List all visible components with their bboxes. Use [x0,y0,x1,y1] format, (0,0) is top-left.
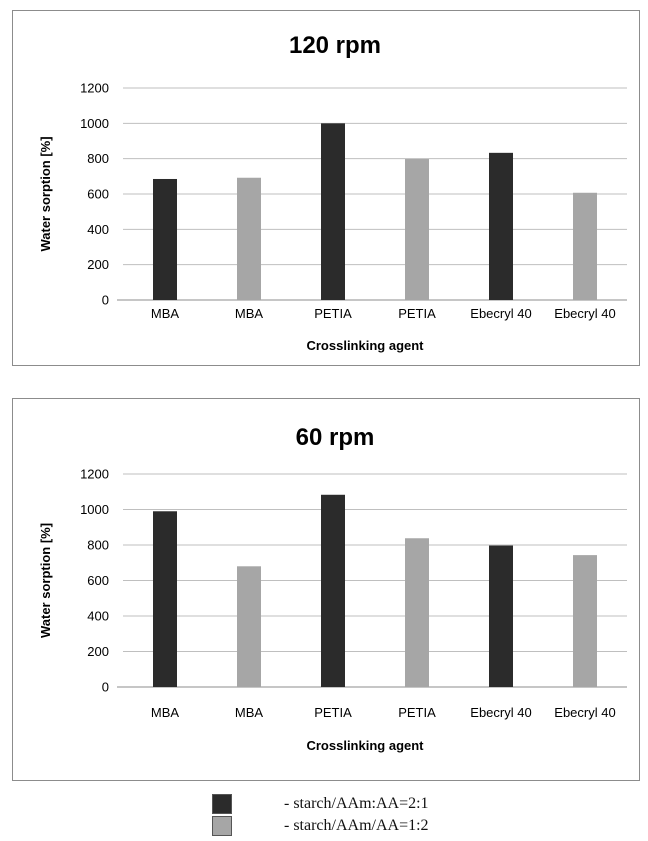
bar-0-3 [405,159,429,300]
x-tick-label: Ebecryl 40 [554,306,615,321]
y-tick-label: 800 [87,151,109,166]
y-tick-label: 1000 [80,116,109,131]
y-tick-label: 1000 [80,502,109,517]
bar-0-4 [489,152,513,300]
bar-1-0 [153,511,177,687]
bar-1-4 [489,545,513,687]
legend: - starch/AAm:AA=2:1 - starch/AAm/AA=1:2 [0,792,648,837]
x-tick-label: PETIA [398,306,436,321]
x-tick-label: PETIA [314,705,352,720]
legend-swatch-1-2 [212,816,232,836]
legend-item-2-1: - starch/AAm:AA=2:1 [212,794,429,814]
bar-0-1 [237,177,261,300]
chart-60rpm: 0 200 400 600 800 1000 1200 MBA MBA PETIA PETIA Ebe… [38,424,627,753]
legend-label-2-1: - starch/AAm:AA=2:1 [284,795,429,812]
y-tick-label: 600 [87,573,109,588]
y-tick-label: 200 [87,644,109,659]
x-tick-label: MBA [235,705,264,720]
y-axis-label: Water sorption [%] [38,136,53,251]
bar-0-0 [153,178,177,300]
y-tick-label: 0 [102,680,109,695]
y-tick-label: 400 [87,222,109,237]
y-tick-label: 400 [87,609,109,624]
legend-label-1-2: - starch/AAm/AA=1:2 [284,817,429,834]
y-tick-label: 1200 [80,467,109,482]
x-tick-label: MBA [235,306,264,321]
x-tick-label: Ebecryl 40 [470,306,531,321]
chart-title: 60 rpm [296,424,375,451]
y-tick-label: 800 [87,538,109,553]
bar-1-1 [237,566,261,687]
y-axis-label: Water sorption [%] [38,523,53,638]
bar-1-3 [405,538,429,687]
x-tick-label: PETIA [314,306,352,321]
x-tick-label: Ebecryl 40 [554,705,615,720]
chart-title: 120 rpm [289,32,381,59]
x-axis-label: Crosslinking agent [306,338,424,353]
y-tick-label: 200 [87,257,109,272]
legend-swatch-2-1 [212,794,232,814]
legend-item-1-2: - starch/AAm/AA=1:2 [212,816,429,836]
bar-1-2 [321,494,345,687]
chart-120rpm: 0 200 400 600 800 1000 1200 MBA MBA PETIA PETIA Ebe… [38,32,627,353]
x-tick-label: Ebecryl 40 [470,705,531,720]
y-tick-label: 1200 [80,81,109,96]
bar-1-5 [573,555,597,687]
x-tick-label: MBA [151,705,180,720]
bar-0-2 [321,123,345,300]
x-tick-label: MBA [151,306,180,321]
bar-0-5 [573,192,597,300]
chart-panel-120rpm: 0 200 400 600 800 1000 1200 MBA MBA PETIA PETIA Ebe… [12,10,640,366]
x-axis-label: Crosslinking agent [306,738,424,753]
x-tick-label: PETIA [398,705,436,720]
chart-panel-60rpm: 0 200 400 600 800 1000 1200 MBA MBA PETIA PETIA Ebe… [12,398,640,781]
y-tick-label: 600 [87,187,109,202]
y-tick-label: 0 [102,293,109,308]
